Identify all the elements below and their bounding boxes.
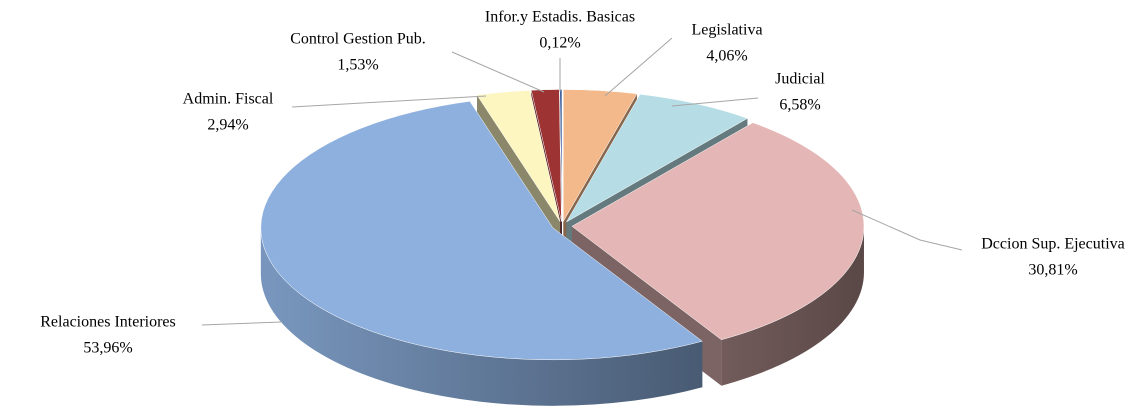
slice-label: Dccion Sup. Ejecutiva — [981, 236, 1125, 253]
slice-value-label: 2,94% — [207, 117, 248, 134]
slice-value-label: 4,06% — [706, 48, 747, 65]
slice — [571, 122, 865, 340]
slice-label: Admin. Fiscal — [183, 91, 274, 108]
slice-side — [260, 227, 703, 406]
slice — [563, 89, 638, 223]
slice-value-label: 0,12% — [539, 35, 580, 52]
slice-side — [721, 226, 864, 386]
slice-label: Control Gestion Pub. — [290, 31, 426, 48]
slice-value-label: 30,81% — [1028, 262, 1077, 279]
leader-line — [451, 51, 545, 93]
slice-value-label: 1,53% — [337, 57, 378, 74]
slice-value-label: 53,96% — [83, 340, 132, 357]
labels: Legislativa 4,06% Judicial 6,58% Dccion Sup.… — [40, 9, 1125, 357]
leader-line — [851, 209, 963, 251]
slice — [476, 90, 561, 222]
leader-line — [604, 37, 673, 97]
leader-line — [291, 95, 487, 108]
slice-label: Relaciones Interiores — [40, 314, 176, 331]
leader-line — [671, 97, 759, 107]
slice-label: Infor.y Estadis. Basicas — [485, 9, 635, 26]
slice — [530, 89, 562, 222]
slice-label: Judicial — [775, 71, 825, 88]
slice-tops — [260, 89, 865, 361]
slice — [260, 101, 703, 361]
slice-label: Legislativa — [691, 22, 762, 39]
slice-value-label: 6,58% — [779, 97, 820, 114]
leader-line — [201, 321, 283, 326]
